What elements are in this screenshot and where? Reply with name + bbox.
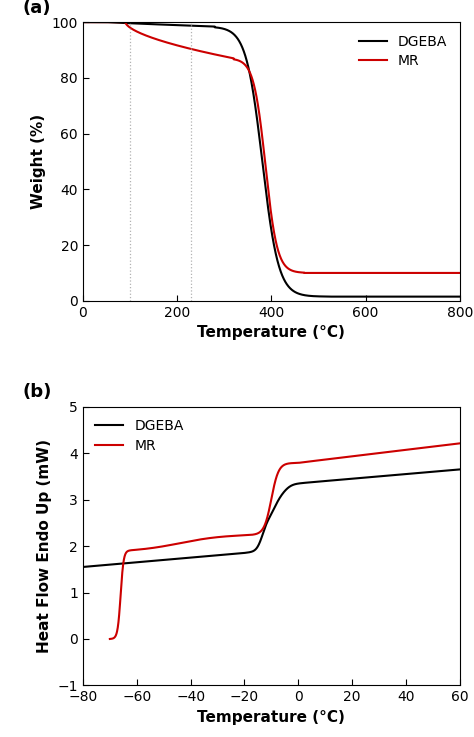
MR — [447, 440, 452, 449]
DGEBA — [146, 20, 151, 29]
DGEBA — [409, 292, 415, 301]
DGEBA — [253, 545, 259, 553]
MR — [125, 547, 130, 556]
Line: MR: MR — [110, 444, 460, 639]
Line: DGEBA: DGEBA — [83, 469, 460, 567]
MR — [268, 497, 273, 506]
MR — [123, 19, 129, 28]
DGEBA — [446, 466, 452, 475]
DGEBA — [80, 562, 86, 571]
DGEBA — [100, 561, 105, 570]
DGEBA — [80, 18, 86, 27]
DGEBA — [123, 18, 129, 27]
MR — [277, 464, 283, 473]
MR — [225, 52, 230, 61]
Text: (b): (b) — [23, 383, 52, 401]
DGEBA — [446, 466, 452, 475]
MR — [409, 268, 415, 277]
Y-axis label: Weight (%): Weight (%) — [31, 114, 46, 209]
DGEBA — [450, 292, 456, 301]
MR — [383, 448, 388, 457]
Legend: DGEBA, MR: DGEBA, MR — [354, 29, 453, 74]
X-axis label: Temperature (°C): Temperature (°C) — [198, 710, 345, 724]
MR — [301, 268, 307, 277]
DGEBA — [241, 47, 246, 56]
Line: DGEBA: DGEBA — [83, 22, 460, 296]
MR — [80, 18, 86, 27]
DGEBA — [377, 472, 383, 481]
MR — [450, 268, 456, 277]
DGEBA — [225, 26, 230, 35]
Legend: DGEBA, MR: DGEBA, MR — [90, 413, 189, 458]
MR — [457, 268, 463, 277]
DGEBA — [457, 292, 463, 301]
MR — [107, 635, 113, 643]
DGEBA — [457, 465, 463, 474]
DGEBA — [325, 292, 331, 301]
Text: (a): (a) — [23, 0, 51, 16]
X-axis label: Temperature (°C): Temperature (°C) — [198, 325, 345, 340]
Y-axis label: Heat Flow Endo Up (mW): Heat Flow Endo Up (mW) — [37, 439, 52, 653]
MR — [241, 59, 246, 68]
MR — [457, 439, 463, 448]
MR — [146, 32, 151, 41]
DGEBA — [264, 520, 269, 529]
Line: MR: MR — [83, 22, 460, 273]
MR — [447, 440, 453, 449]
